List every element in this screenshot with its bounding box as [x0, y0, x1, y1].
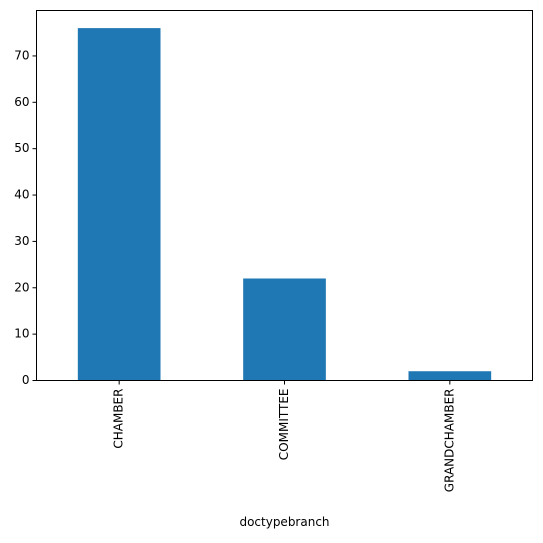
x-tick-label: GRANDCHAMBER: [442, 389, 456, 493]
x-axis-label: doctypebranch: [239, 515, 329, 529]
x-axis-ticks: CHAMBER COMMITTEE GRANDCHAMBER: [112, 380, 456, 493]
x-tick-label: CHAMBER: [112, 389, 126, 449]
y-tick-label: 70: [14, 48, 29, 62]
y-tick-label: 30: [14, 234, 29, 248]
bars-layer: [77, 28, 492, 381]
y-tick-label: 50: [14, 141, 29, 155]
x-tick-label: COMMITTEE: [277, 389, 291, 461]
bar-committee: [243, 278, 326, 381]
y-tick-label: 40: [14, 188, 29, 202]
y-tick-label: 0: [22, 373, 30, 387]
y-tick-label: 20: [14, 280, 29, 294]
bar-chamber: [77, 28, 161, 381]
y-tick-label: 60: [14, 95, 29, 109]
bar-grandchamber: [408, 371, 492, 381]
y-axis-ticks: 0 10 20 30 40 50 60 70: [14, 48, 37, 387]
y-tick-label: 10: [14, 327, 29, 341]
